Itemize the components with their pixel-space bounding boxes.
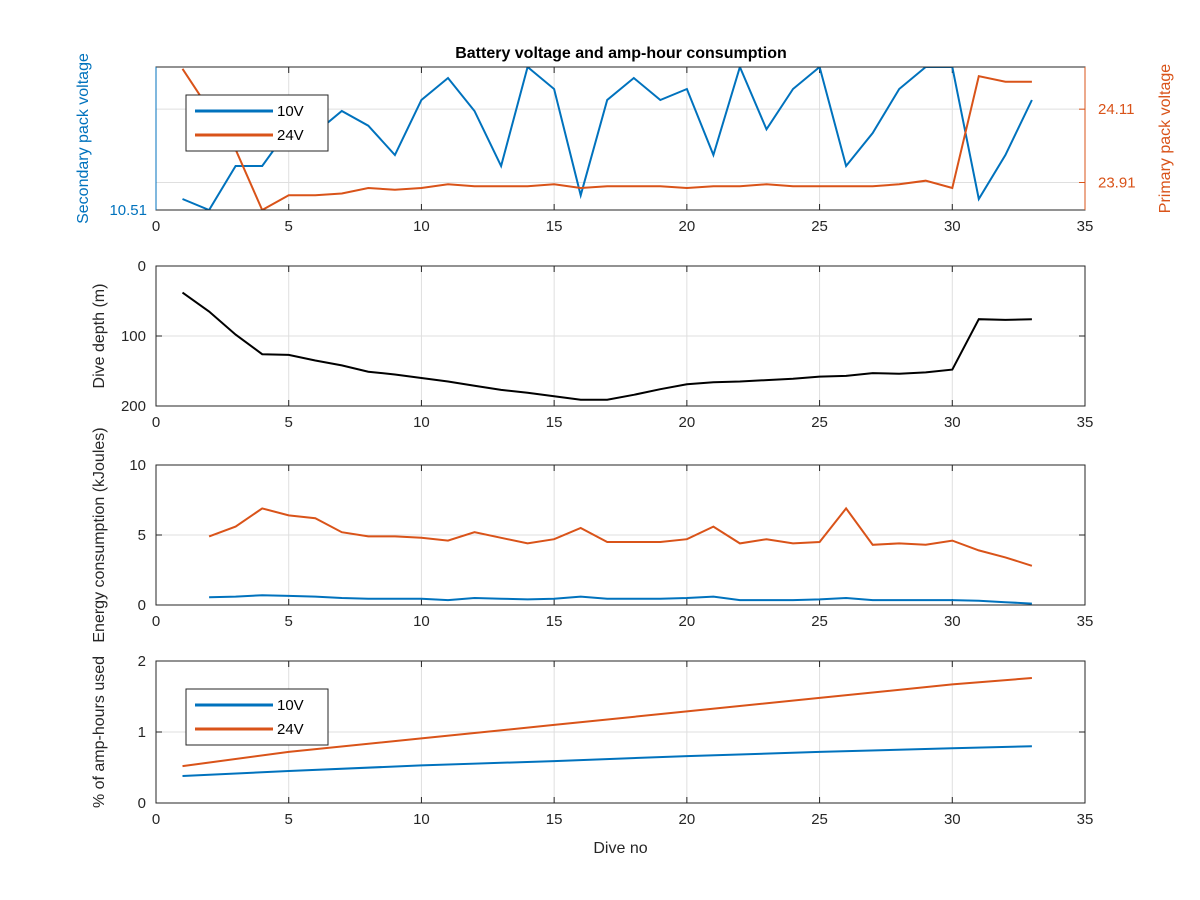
x-tick-label: 30 bbox=[944, 811, 961, 828]
y-tick-label: 200 bbox=[121, 398, 146, 415]
y-tick-label: 10 bbox=[129, 457, 146, 474]
subplot-2: 0 5 10 15 20 25 30 35 0 100 200 Dive depth (m) bbox=[91, 258, 1093, 431]
y-axis-label: % of amp-hours used bbox=[91, 656, 108, 808]
y-right-tick-label: 23.91 bbox=[1098, 175, 1136, 192]
x-tick-label: 30 bbox=[944, 218, 961, 235]
series-line-2 bbox=[209, 594, 1032, 605]
y-axis-label: Dive depth (m) bbox=[91, 284, 108, 389]
x-tick-label: 5 bbox=[285, 613, 293, 630]
y-tick-label: 5 bbox=[138, 527, 146, 544]
y-right-tick-label: 24.11 bbox=[1098, 101, 1134, 118]
plot-frame bbox=[155, 464, 1086, 606]
x-tick-label: 30 bbox=[944, 414, 961, 431]
x-tick-label: 25 bbox=[811, 218, 828, 235]
x-tick-label: 20 bbox=[679, 414, 696, 431]
x-tick-label: 15 bbox=[546, 613, 563, 630]
x-tick-label: 0 bbox=[152, 613, 160, 630]
x-tick-label: 15 bbox=[546, 218, 563, 235]
x-tick-label: 15 bbox=[546, 414, 563, 431]
legend-label-10V: 10V bbox=[277, 103, 304, 120]
legend-label-10V: 10V bbox=[277, 697, 304, 714]
series-line-24V bbox=[182, 677, 1032, 768]
x-tick-label: 35 bbox=[1077, 811, 1094, 828]
x-tick-label: 25 bbox=[811, 811, 828, 828]
series-line-1 bbox=[208, 506, 1033, 567]
subplot-1: 0 5 10 15 20 25 30 35 23.91 24.11 10.51 Secondary p… bbox=[75, 53, 1174, 235]
subplot-3: 0 5 10 15 20 25 30 35 0 5 10 Energy consumption (kJ… bbox=[91, 427, 1093, 642]
y-tick-label: 0 bbox=[138, 258, 146, 275]
x-tick-label: 20 bbox=[679, 613, 696, 630]
x-tick-label: 35 bbox=[1077, 613, 1094, 630]
x-tick-label: 20 bbox=[679, 811, 696, 828]
y-left-axis-label: Secondary pack voltage bbox=[75, 53, 92, 224]
subplot-4: 0 5 10 15 20 25 30 35 0 1 2 % of amp-hours used Dive… bbox=[91, 653, 1093, 857]
legend-box bbox=[185, 94, 329, 152]
x-tick-label: 10 bbox=[413, 218, 430, 235]
plot-frame bbox=[155, 265, 1086, 407]
y-right-axis-label: Primary pack voltage bbox=[1157, 64, 1174, 213]
series-line-10V bbox=[182, 745, 1032, 777]
y-tick-label: 2 bbox=[138, 653, 146, 670]
x-tick-label: 0 bbox=[152, 414, 160, 431]
y-axis-label: Energy consumption (kJoules) bbox=[91, 427, 108, 642]
series-line-1 bbox=[181, 291, 1032, 401]
x-tick-label: 35 bbox=[1077, 414, 1094, 431]
x-tick-label: 10 bbox=[413, 613, 430, 630]
legend-label-24V: 24V bbox=[277, 721, 304, 738]
x-tick-label: 5 bbox=[285, 811, 293, 828]
x-tick-label: 25 bbox=[811, 613, 828, 630]
x-tick-label: 5 bbox=[285, 414, 293, 431]
x-axis-label: Dive no bbox=[593, 840, 647, 857]
legend-label-24V: 24V bbox=[277, 127, 304, 144]
y-tick-label: 0 bbox=[138, 597, 146, 614]
y-tick-label: 1 bbox=[138, 724, 146, 741]
series-line-24V bbox=[181, 68, 1032, 210]
x-tick-label: 0 bbox=[152, 218, 160, 235]
legend-box bbox=[185, 688, 329, 746]
x-tick-label: 25 bbox=[811, 414, 828, 431]
x-tick-label: 0 bbox=[152, 811, 160, 828]
x-tick-label: 10 bbox=[413, 414, 430, 431]
x-tick-label: 30 bbox=[944, 613, 961, 630]
x-tick-label: 5 bbox=[285, 218, 293, 235]
y-tick-label: 0 bbox=[138, 795, 146, 812]
x-tick-label: 20 bbox=[679, 218, 696, 235]
x-tick-label: 15 bbox=[546, 811, 563, 828]
plot-frame bbox=[155, 660, 1086, 804]
y-tick-label: 100 bbox=[121, 328, 146, 345]
figure-title: Battery voltage and amp-hour consumption bbox=[455, 45, 787, 62]
x-tick-label: 35 bbox=[1077, 218, 1094, 235]
x-tick-label: 10 bbox=[413, 811, 430, 828]
y-left-tick-label: 10.51 bbox=[109, 202, 147, 219]
